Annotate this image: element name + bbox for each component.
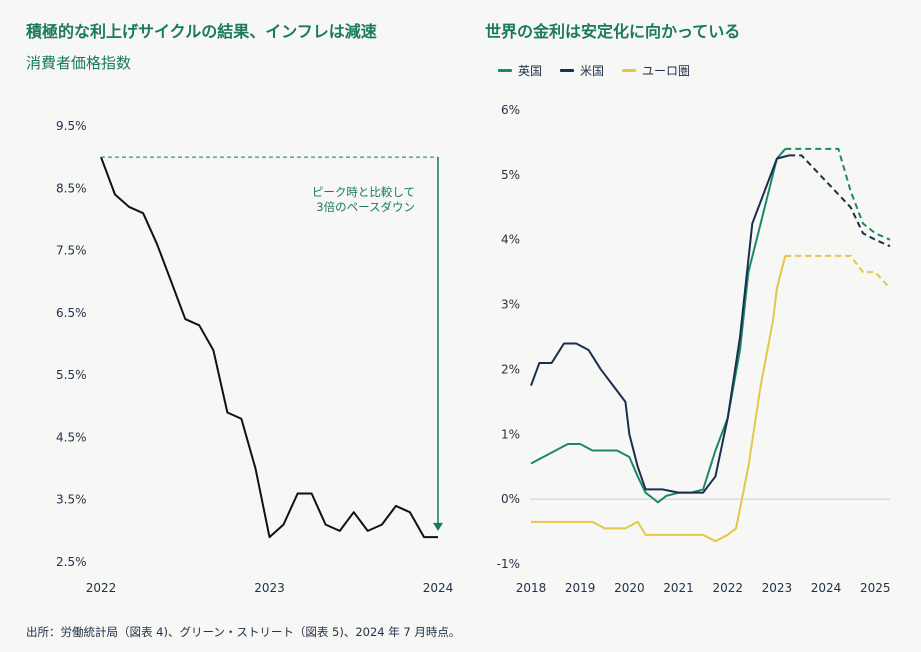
y-tick-label: 2.5% bbox=[56, 555, 87, 569]
x-tick-label: 2024 bbox=[811, 581, 842, 595]
series-line-uk bbox=[530, 148, 787, 504]
left-chart-subtitle: 消費者価格指数 bbox=[26, 54, 132, 72]
legend-item-eu: ユーロ圏 bbox=[622, 62, 690, 79]
legend-swatch-eu bbox=[622, 69, 637, 72]
annotation-text: ピーク時と比較して bbox=[312, 185, 415, 199]
y-tick-label: 6.5% bbox=[56, 306, 87, 320]
y-tick-label: 5% bbox=[501, 168, 520, 182]
x-tick-label: 2023 bbox=[762, 581, 793, 595]
y-tick-label: 2% bbox=[501, 362, 520, 376]
y-tick-label: 4.5% bbox=[56, 430, 87, 444]
right-chart-title: 世界の金利は安定化に向かっている bbox=[485, 22, 741, 41]
annotation-arrow-head bbox=[433, 522, 443, 531]
y-tick-label: 0% bbox=[501, 492, 520, 506]
cpi-line bbox=[100, 156, 438, 539]
source-note: 出所：労働統計局（図表 4)、グリーン・ストリート（図表 5)、2024 年 7… bbox=[26, 625, 461, 639]
legend-label-eu: ユーロ圏 bbox=[642, 64, 691, 78]
series-line-eu bbox=[531, 255, 787, 543]
x-tick-label: 2023 bbox=[254, 581, 285, 595]
series-line-us bbox=[530, 154, 790, 494]
rates-chart: 6% 5% 4% 3% 2% 1% 0% -1% 2018 2019 2020 2021 2022 202… bbox=[497, 103, 891, 595]
y-tick-label: -1% bbox=[497, 557, 520, 571]
x-tick-label: 2019 bbox=[565, 581, 596, 595]
legend-label-us: 米国 bbox=[580, 64, 605, 78]
projection-line-uk bbox=[785, 147, 891, 241]
legend-item-uk: 英国 bbox=[498, 62, 542, 79]
x-tick-label: 2022 bbox=[86, 581, 117, 595]
x-tick-label: 2020 bbox=[614, 581, 645, 595]
legend-swatch-us bbox=[560, 69, 575, 72]
legend-item-us: 米国 bbox=[560, 62, 604, 79]
y-tick-label: 9.5% bbox=[56, 119, 87, 133]
y-tick-label: 3.5% bbox=[56, 493, 87, 507]
y-tick-label: 5.5% bbox=[56, 368, 87, 382]
y-tick-label: 7.5% bbox=[56, 244, 87, 258]
left-chart-title: 積極的な利上げサイクルの結果、インフレは減速 bbox=[26, 22, 377, 41]
y-tick-label: 1% bbox=[501, 427, 520, 441]
x-tick-label: 2018 bbox=[516, 581, 547, 595]
cpi-chart: 9.5% 8.5% 7.5% 6.5% 5.5% 4.5% 3.5% 2.5% 2022 2023… bbox=[56, 119, 454, 595]
x-tick-label: 2022 bbox=[712, 581, 743, 595]
y-tick-label: 8.5% bbox=[56, 181, 87, 195]
y-tick-label: 6% bbox=[501, 103, 520, 117]
y-tick-label: 4% bbox=[501, 233, 520, 247]
annotation-text: 3倍のペースダウン bbox=[316, 200, 415, 214]
x-tick-label: 2024 bbox=[423, 581, 454, 595]
projection-line-us bbox=[789, 154, 891, 248]
legend-label-uk: 英国 bbox=[518, 64, 543, 78]
x-tick-label: 2021 bbox=[663, 581, 694, 595]
projection-line-eu bbox=[785, 254, 891, 290]
x-tick-label: 2025 bbox=[860, 581, 891, 595]
y-tick-label: 3% bbox=[501, 298, 520, 312]
legend-swatch-uk bbox=[498, 69, 512, 72]
rates-legend: 英国 米国 ユーロ圏 bbox=[498, 62, 690, 79]
